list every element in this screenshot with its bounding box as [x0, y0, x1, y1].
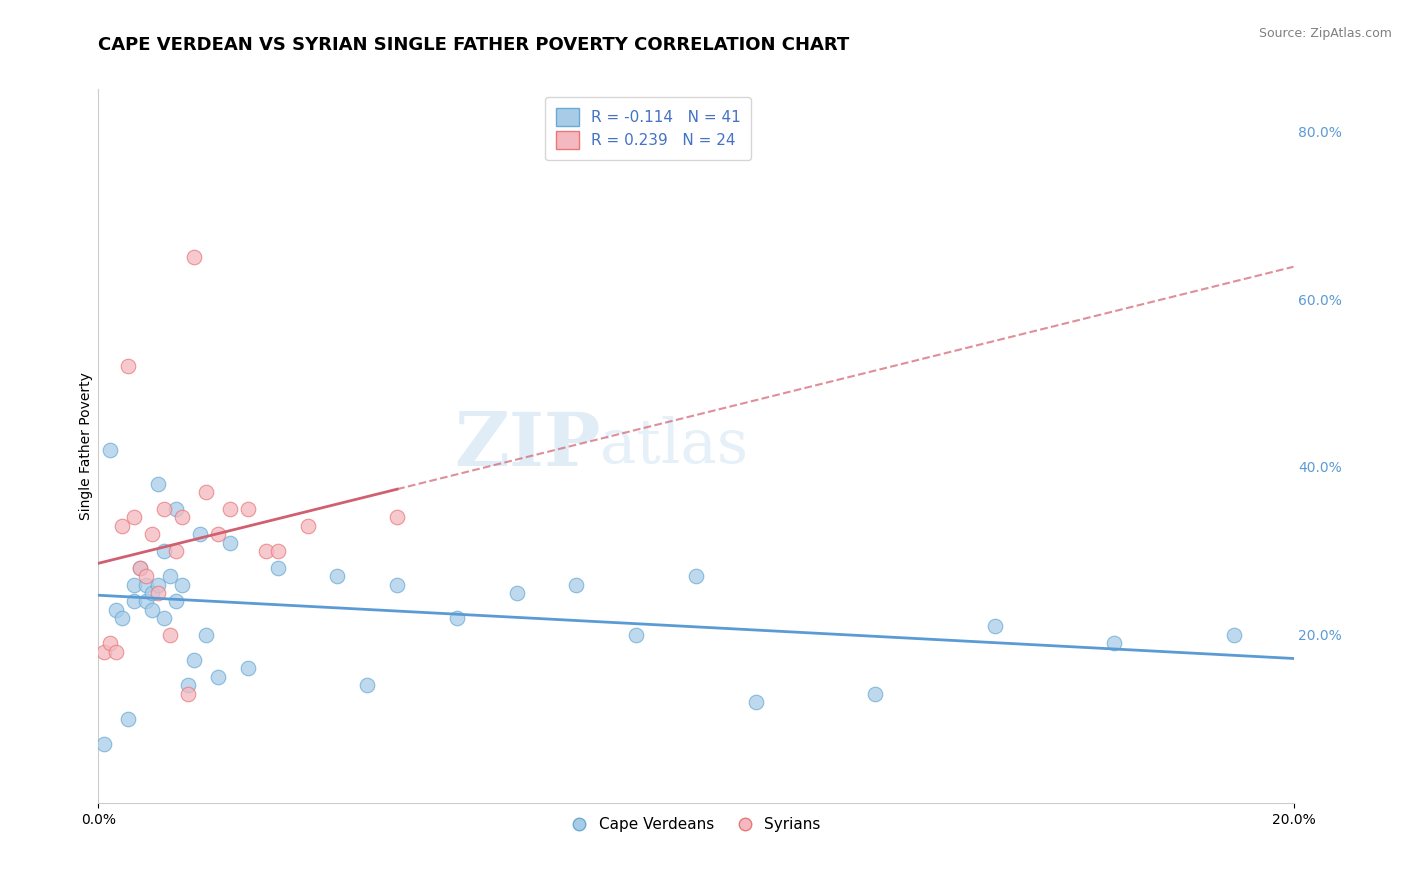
Point	[183, 250, 205, 264]
Point	[111, 611, 134, 625]
Point	[153, 544, 176, 558]
Point	[148, 476, 170, 491]
Point	[105, 603, 128, 617]
Point	[207, 670, 229, 684]
Point	[165, 502, 187, 516]
Point	[124, 577, 146, 591]
Point	[195, 628, 218, 642]
Point	[141, 603, 163, 617]
Point	[117, 712, 139, 726]
Point	[356, 678, 378, 692]
Point	[254, 544, 277, 558]
Point	[267, 544, 290, 558]
Point	[159, 628, 181, 642]
Point	[297, 518, 319, 533]
Point	[236, 502, 259, 516]
Point	[565, 577, 588, 591]
Point	[183, 653, 205, 667]
Point	[385, 577, 409, 591]
Point	[93, 645, 115, 659]
Point	[124, 594, 146, 608]
Point	[153, 611, 176, 625]
Point	[219, 502, 242, 516]
Point	[385, 510, 409, 524]
Point	[98, 636, 122, 650]
Point	[177, 678, 200, 692]
Point	[984, 619, 1007, 633]
Point	[111, 518, 134, 533]
Point	[148, 577, 170, 591]
Point	[141, 586, 163, 600]
Point	[626, 628, 648, 642]
Text: ZIP: ZIP	[454, 409, 600, 483]
Text: CAPE VERDEAN VS SYRIAN SINGLE FATHER POVERTY CORRELATION CHART: CAPE VERDEAN VS SYRIAN SINGLE FATHER POV…	[98, 36, 849, 54]
Point	[177, 687, 200, 701]
Point	[129, 560, 152, 574]
Point	[148, 586, 170, 600]
Point	[219, 535, 242, 549]
Point	[267, 560, 290, 574]
Point	[506, 586, 529, 600]
Point	[685, 569, 707, 583]
Point	[745, 695, 768, 709]
Point	[153, 502, 176, 516]
Point	[172, 510, 194, 524]
Point	[135, 577, 157, 591]
Legend: Cape Verdeans, Syrians: Cape Verdeans, Syrians	[565, 811, 827, 838]
Point	[188, 527, 211, 541]
Point	[98, 443, 122, 458]
Point	[165, 594, 187, 608]
Point	[141, 527, 163, 541]
Point	[326, 569, 349, 583]
Point	[135, 569, 157, 583]
Point	[207, 527, 229, 541]
Point	[172, 577, 194, 591]
Point	[446, 611, 468, 625]
Text: atlas: atlas	[600, 416, 748, 476]
Text: Source: ZipAtlas.com: Source: ZipAtlas.com	[1258, 27, 1392, 40]
Point	[105, 645, 128, 659]
Point	[865, 687, 887, 701]
Point	[1223, 628, 1246, 642]
Y-axis label: Single Father Poverty: Single Father Poverty	[79, 372, 93, 520]
Point	[195, 485, 218, 500]
Point	[124, 510, 146, 524]
Point	[93, 737, 115, 751]
Point	[1104, 636, 1126, 650]
Point	[236, 661, 259, 675]
Point	[117, 359, 139, 374]
Point	[165, 544, 187, 558]
Point	[135, 594, 157, 608]
Point	[129, 560, 152, 574]
Point	[159, 569, 181, 583]
